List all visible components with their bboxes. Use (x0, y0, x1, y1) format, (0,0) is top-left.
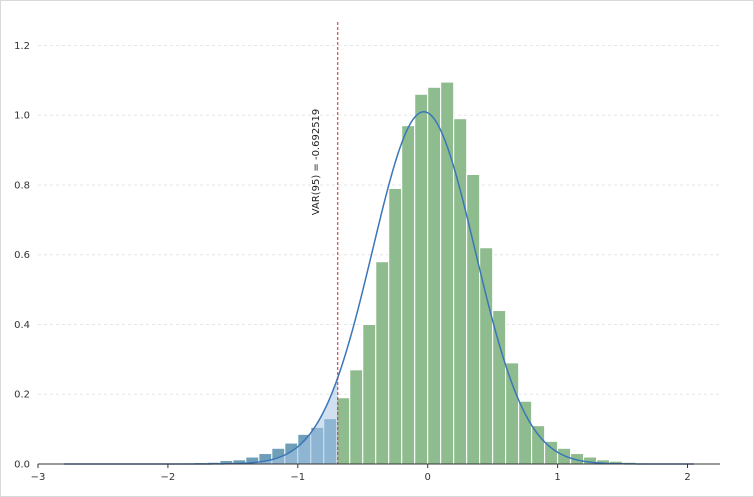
y-tick-label-1: 0.2 (14, 390, 30, 401)
y-tick-label-0: 0.0 (14, 460, 30, 471)
x-axis-ticks: −3 −2 −1 0 1 2 (31, 464, 691, 483)
y-tick-label-3: 0.6 (14, 250, 30, 261)
var-tail-area (63, 377, 338, 464)
x-tick-label-4: 1 (554, 472, 560, 483)
y-tick-label-5: 1.0 (14, 111, 30, 122)
x-tick-label-0: −3 (31, 472, 46, 483)
histogram-bar-36 (531, 425, 546, 465)
histogram-bar-22 (349, 369, 364, 465)
histogram-bars (63, 81, 702, 465)
y-tick-label-6: 1.2 (14, 41, 30, 52)
histogram-bar-26 (401, 125, 416, 465)
histogram-bar-23 (362, 323, 377, 465)
x-tick-label-3: 0 (425, 472, 431, 483)
histogram-bar-27 (414, 93, 429, 465)
var-annotation: VAR(95) = -0.692519 (311, 109, 322, 216)
histogram-bar-31 (466, 173, 481, 465)
x-tick-label-5: 2 (684, 472, 690, 483)
y-tick-label-2: 0.4 (14, 320, 30, 331)
histogram-bar-21 (336, 397, 351, 465)
histogram-bar-28 (427, 86, 442, 465)
histogram-bar-30 (453, 118, 468, 465)
y-axis-ticks: 0.0 0.2 0.4 0.6 0.8 1.0 1.2 (14, 41, 30, 471)
histogram-bar-34 (505, 362, 520, 465)
histogram-bar-29 (440, 81, 455, 465)
histogram-bar-33 (492, 310, 507, 465)
histogram-bar-24 (375, 261, 390, 465)
var-tail-shading (63, 377, 338, 464)
histogram-bar-25 (388, 187, 403, 465)
x-tick-label-1: −2 (161, 472, 176, 483)
histogram-bar-35 (518, 400, 533, 465)
x-tick-label-2: −1 (290, 472, 305, 483)
y-tick-label-4: 0.8 (14, 180, 30, 191)
